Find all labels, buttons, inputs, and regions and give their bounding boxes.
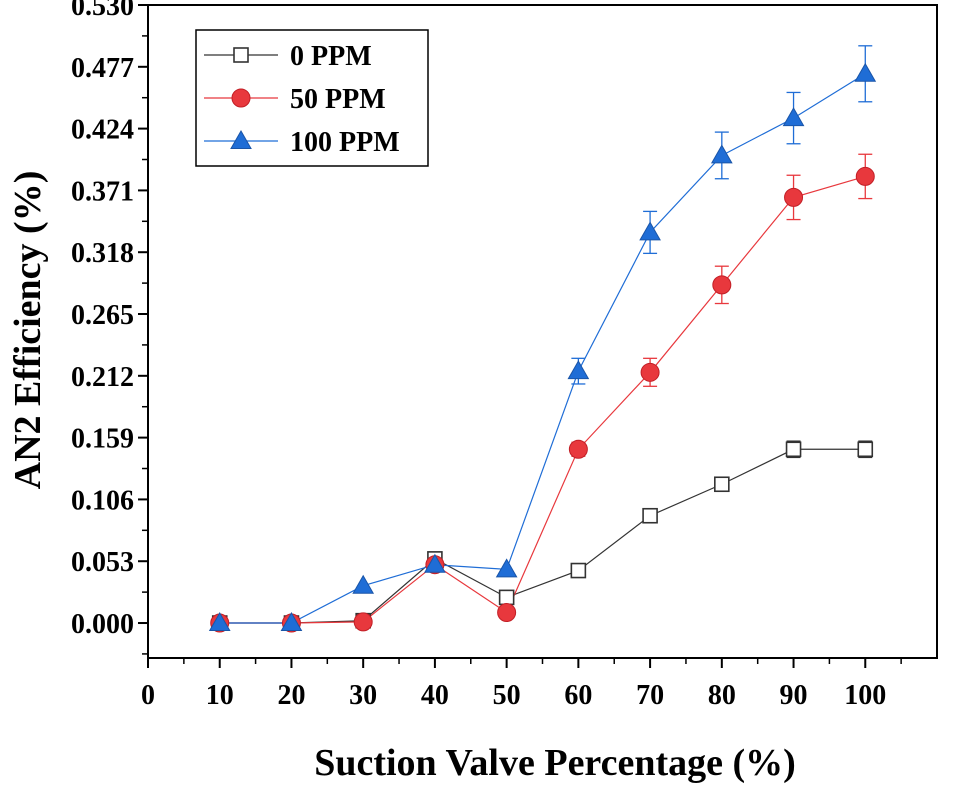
y-tick-label: 0.106 bbox=[71, 485, 134, 516]
legend-marker bbox=[231, 88, 251, 108]
y-tick-label: 0.424 bbox=[71, 115, 134, 146]
data-point bbox=[208, 612, 231, 632]
series-lines bbox=[219, 73, 866, 624]
series-line-0 bbox=[219, 448, 866, 624]
x-tick-label: 60 bbox=[564, 680, 592, 711]
data-point bbox=[857, 441, 874, 458]
data-point bbox=[280, 612, 303, 632]
x-axis-title: Suction Valve Percentage (%) bbox=[314, 742, 796, 784]
y-tick-label: 0.000 bbox=[71, 609, 134, 640]
y-tick-label: 0.053 bbox=[71, 547, 134, 578]
y-tick-label: 0.371 bbox=[71, 176, 134, 207]
series-line-1 bbox=[219, 175, 866, 624]
data-point bbox=[855, 166, 875, 186]
data-point bbox=[785, 441, 802, 458]
x-tick-label: 40 bbox=[421, 680, 449, 711]
legend-marker bbox=[233, 47, 249, 63]
y-tick-label: 0.477 bbox=[71, 53, 134, 84]
x-tick-label: 80 bbox=[708, 680, 736, 711]
legend-label: 100 PPM bbox=[290, 127, 400, 158]
data-point bbox=[782, 107, 805, 127]
y-axis: 0.000 0.053 0.106 0.159 0.212 0.265 0.318 0.371… bbox=[71, 0, 148, 655]
y-tick-label: 0.318 bbox=[71, 238, 134, 269]
x-tick-label: 90 bbox=[780, 680, 808, 711]
y-tick-label: 0.530 bbox=[71, 0, 134, 22]
data-point bbox=[714, 476, 730, 493]
data-point bbox=[854, 62, 877, 82]
y-tick-label: 0.265 bbox=[71, 300, 134, 331]
data-point bbox=[353, 612, 373, 632]
data-point bbox=[710, 144, 733, 164]
x-tick-label: 100 bbox=[844, 680, 886, 711]
data-point bbox=[712, 275, 732, 295]
data-point bbox=[497, 603, 517, 623]
series-markers bbox=[208, 62, 877, 633]
x-tick-label: 0 bbox=[141, 680, 155, 711]
data-point bbox=[567, 360, 590, 380]
x-tick-label: 10 bbox=[206, 680, 234, 711]
data-point bbox=[498, 589, 515, 606]
data-point bbox=[424, 553, 446, 573]
x-tick-label: 50 bbox=[493, 680, 521, 711]
x-axis: 0 10 20 30 40 50 60 70 80 90 100 bbox=[141, 658, 902, 711]
data-point bbox=[568, 439, 588, 459]
x-tick-label: 20 bbox=[277, 680, 305, 711]
data-point bbox=[495, 558, 518, 578]
x-tick-label: 30 bbox=[349, 680, 377, 711]
legend-label: 50 PPM bbox=[290, 84, 386, 115]
x-tick-label: 70 bbox=[636, 680, 664, 711]
y-tick-label: 0.212 bbox=[71, 362, 134, 393]
data-point bbox=[570, 562, 587, 579]
y-tick-label: 0.159 bbox=[71, 424, 134, 455]
data-point bbox=[642, 507, 658, 524]
legend-marker bbox=[230, 129, 252, 149]
series-line-2 bbox=[219, 73, 866, 624]
data-point bbox=[784, 187, 804, 207]
legend: 0 PPM 50 PPM 100 PPM bbox=[195, 29, 429, 167]
y-axis-title: AN2 Efficiency (%) bbox=[7, 171, 49, 490]
legend-label: 0 PPM bbox=[290, 41, 372, 72]
data-point bbox=[640, 362, 660, 382]
data-point bbox=[352, 574, 375, 594]
error-bars bbox=[571, 45, 873, 491]
data-point bbox=[639, 221, 661, 241]
